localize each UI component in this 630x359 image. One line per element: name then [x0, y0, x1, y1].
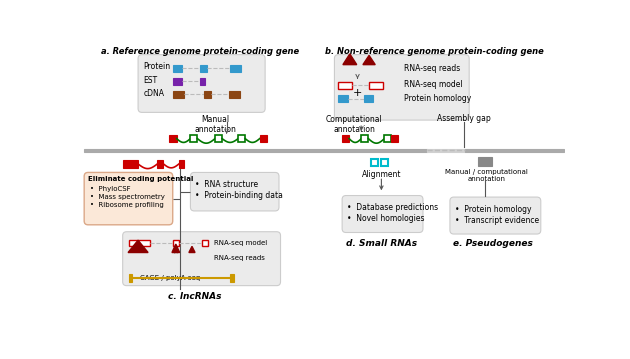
FancyBboxPatch shape	[169, 135, 176, 143]
FancyBboxPatch shape	[173, 65, 182, 71]
Polygon shape	[128, 240, 148, 252]
FancyBboxPatch shape	[371, 159, 378, 166]
Text: RNA-seq model: RNA-seq model	[404, 80, 462, 89]
FancyBboxPatch shape	[342, 196, 423, 233]
Text: b. Non-reference genome protein-coding gene: b. Non-reference genome protein-coding g…	[325, 47, 544, 56]
Text: •  Ribosome profiling: • Ribosome profiling	[89, 202, 163, 209]
FancyBboxPatch shape	[450, 197, 541, 234]
Polygon shape	[189, 246, 195, 252]
FancyBboxPatch shape	[173, 91, 184, 98]
Text: •  RNA structure: • RNA structure	[195, 180, 258, 189]
Text: Alignment: Alignment	[362, 170, 401, 179]
Text: a. Reference genome protein-coding gene: a. Reference genome protein-coding gene	[101, 47, 299, 56]
FancyBboxPatch shape	[338, 95, 348, 102]
FancyBboxPatch shape	[231, 65, 241, 71]
Text: d. Small RNAs: d. Small RNAs	[346, 239, 417, 248]
FancyBboxPatch shape	[391, 135, 398, 143]
Text: Manual / computational
annotation: Manual / computational annotation	[445, 169, 529, 182]
FancyBboxPatch shape	[381, 159, 387, 166]
FancyBboxPatch shape	[158, 160, 164, 168]
Text: cDNA: cDNA	[144, 89, 164, 98]
FancyBboxPatch shape	[200, 78, 205, 85]
Text: •  Protein homology: • Protein homology	[454, 205, 531, 214]
FancyBboxPatch shape	[466, 149, 564, 153]
Text: •  Protein-binding data: • Protein-binding data	[195, 191, 283, 200]
FancyBboxPatch shape	[229, 91, 241, 98]
FancyBboxPatch shape	[123, 160, 138, 168]
Text: •  Novel homologies: • Novel homologies	[346, 214, 424, 223]
Text: RNA-seq reads: RNA-seq reads	[404, 64, 460, 73]
Text: •  Database predictions: • Database predictions	[346, 203, 438, 212]
Polygon shape	[172, 244, 180, 252]
FancyBboxPatch shape	[138, 55, 265, 112]
Text: EST: EST	[144, 75, 158, 84]
FancyBboxPatch shape	[190, 135, 197, 143]
Text: Protein homology: Protein homology	[404, 94, 471, 103]
FancyBboxPatch shape	[364, 95, 373, 102]
FancyBboxPatch shape	[84, 172, 173, 225]
FancyBboxPatch shape	[238, 135, 245, 143]
FancyBboxPatch shape	[335, 55, 469, 120]
Text: RNA-seq model: RNA-seq model	[214, 240, 266, 246]
Text: +: +	[353, 88, 362, 98]
Text: Manual
annotation: Manual annotation	[194, 115, 236, 134]
Polygon shape	[343, 54, 357, 65]
FancyBboxPatch shape	[202, 240, 208, 246]
FancyBboxPatch shape	[369, 81, 383, 89]
FancyBboxPatch shape	[179, 160, 183, 168]
FancyBboxPatch shape	[200, 65, 207, 71]
FancyBboxPatch shape	[129, 240, 151, 246]
Text: •  Mass spectrometry: • Mass spectrometry	[89, 194, 164, 200]
Text: Computational
annotation: Computational annotation	[326, 115, 383, 134]
Polygon shape	[363, 55, 375, 65]
FancyBboxPatch shape	[384, 135, 391, 143]
Text: •  PhyloCSF: • PhyloCSF	[89, 186, 130, 192]
FancyBboxPatch shape	[231, 274, 234, 282]
FancyBboxPatch shape	[427, 149, 466, 153]
FancyBboxPatch shape	[342, 135, 349, 143]
FancyBboxPatch shape	[478, 157, 492, 166]
FancyBboxPatch shape	[173, 240, 179, 246]
FancyBboxPatch shape	[173, 78, 182, 85]
FancyBboxPatch shape	[215, 135, 222, 143]
Text: •  Transcript evidence: • Transcript evidence	[454, 215, 539, 225]
FancyBboxPatch shape	[84, 149, 427, 153]
FancyBboxPatch shape	[260, 135, 267, 143]
Text: Protein: Protein	[144, 62, 171, 71]
Text: c. lncRNAs: c. lncRNAs	[168, 292, 221, 301]
Text: e. Pseudogenes: e. Pseudogenes	[453, 239, 533, 248]
FancyBboxPatch shape	[123, 232, 280, 286]
Text: Assembly gap: Assembly gap	[437, 114, 491, 123]
Text: RNA-seq reads: RNA-seq reads	[214, 255, 265, 261]
FancyBboxPatch shape	[190, 172, 279, 211]
FancyBboxPatch shape	[129, 274, 132, 282]
FancyBboxPatch shape	[362, 135, 369, 143]
Text: Eliminate coding potential: Eliminate coding potential	[88, 176, 193, 182]
FancyBboxPatch shape	[338, 81, 352, 89]
FancyBboxPatch shape	[203, 91, 211, 98]
Text: CAGE / polyA-seq: CAGE / polyA-seq	[140, 275, 200, 281]
